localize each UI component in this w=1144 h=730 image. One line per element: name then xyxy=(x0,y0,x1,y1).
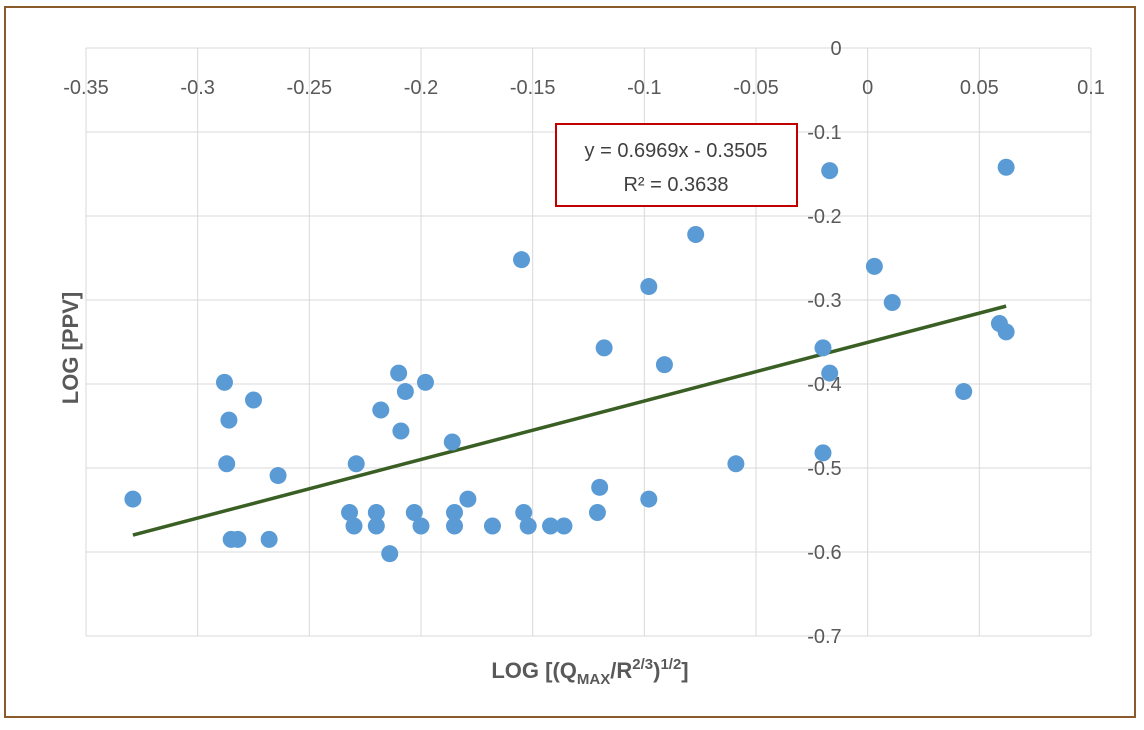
x-tick-label: -0.3 xyxy=(180,77,214,99)
equation-box-border xyxy=(555,123,798,207)
trendline-equation: y = 0.6969x - 0.3505 xyxy=(585,140,768,162)
scatter-chart: -0.35 -0.3 -0.25 -0.2 -0.15 -0.1 -0.05 0 0.05 0.1… xyxy=(58,38,1105,688)
data-point xyxy=(392,422,410,440)
data-point xyxy=(595,339,613,357)
data-point xyxy=(412,517,430,535)
y-tick-label: -0.3 xyxy=(807,290,841,312)
data-point xyxy=(446,504,463,522)
data-point xyxy=(381,545,399,563)
x-axis-title-superscript-1: 2/3 xyxy=(632,656,653,673)
y-tick-labels: 0-0.1-0.2-0.3-0.4-0.5-0.6-0.7 xyxy=(807,38,841,648)
data-point xyxy=(655,356,673,374)
data-point xyxy=(687,225,705,243)
data-point xyxy=(591,478,609,496)
x-tick-label: -0.15 xyxy=(510,77,556,99)
data-point xyxy=(997,323,1015,341)
y-axis-title: LOG [PPV] xyxy=(58,292,83,404)
data-point xyxy=(513,251,530,269)
data-point xyxy=(515,504,533,522)
data-point xyxy=(269,467,287,485)
x-axis-title-middle: /R xyxy=(610,658,632,683)
r-squared-label: R² = 0.3638 xyxy=(623,174,728,196)
data-point xyxy=(443,433,461,451)
y-tick-label: -0.1 xyxy=(807,122,841,144)
y-tick-label: -0.5 xyxy=(807,458,841,480)
data-point xyxy=(372,401,390,419)
data-point xyxy=(883,294,901,312)
data-point xyxy=(955,383,973,401)
data-point xyxy=(640,278,658,296)
data-point xyxy=(588,504,606,522)
x-axis-title: LOG [(QMAX/R2/3)1/2] xyxy=(491,656,688,688)
y-tick-label: 0 xyxy=(831,38,842,60)
data-point xyxy=(555,517,573,535)
data-point xyxy=(218,455,236,473)
x-tick-label: -0.2 xyxy=(404,77,438,99)
data-point xyxy=(390,364,408,382)
x-tick-label: -0.05 xyxy=(733,77,779,99)
x-tick-label: 0 xyxy=(862,77,873,99)
data-point xyxy=(245,391,262,409)
data-points xyxy=(124,158,1015,563)
chart-frame: -0.35 -0.3 -0.25 -0.2 -0.15 -0.1 -0.05 0 0.05 0.1… xyxy=(4,6,1136,718)
linear-trendline xyxy=(132,304,1007,537)
data-point xyxy=(814,444,832,462)
data-point xyxy=(814,339,832,357)
data-point xyxy=(215,373,233,391)
data-point xyxy=(459,490,477,508)
x-axis-title-subscript: MAX xyxy=(577,671,610,688)
y-tick-label: -0.2 xyxy=(807,206,841,228)
trendline-group xyxy=(132,304,1007,537)
equation-box: y = 0.6969x - 0.3505 R² = 0.3638 xyxy=(555,123,798,207)
x-axis-title-end: ] xyxy=(681,658,688,683)
data-point xyxy=(446,517,463,535)
x-axis-title-close: ) xyxy=(653,658,660,683)
data-point xyxy=(821,162,839,180)
x-tick-label: -0.25 xyxy=(287,77,333,99)
data-point xyxy=(416,373,434,391)
x-tick-label: 0.1 xyxy=(1077,77,1105,99)
x-tick-label: 0.05 xyxy=(960,77,999,99)
x-axis-title-superscript-2: 1/2 xyxy=(660,656,681,673)
data-point xyxy=(220,411,238,429)
y-tick-label: -0.7 xyxy=(807,626,841,648)
data-point xyxy=(542,517,560,535)
data-point xyxy=(405,504,423,522)
data-point xyxy=(640,490,658,508)
x-axis-title-base: LOG [(Q xyxy=(491,658,577,683)
data-point xyxy=(997,158,1015,176)
x-tick-label: -0.1 xyxy=(627,77,661,99)
x-tick-labels: -0.35 -0.3 -0.25 -0.2 -0.15 -0.1 -0.05 0 0.05 0.1 xyxy=(63,77,1105,99)
data-point xyxy=(727,455,745,473)
data-point xyxy=(396,383,414,401)
data-point xyxy=(347,455,365,473)
data-point xyxy=(124,490,142,508)
data-point xyxy=(341,504,359,522)
data-point xyxy=(367,504,385,522)
data-point xyxy=(821,364,839,382)
data-point xyxy=(865,257,883,275)
data-point xyxy=(260,530,278,548)
data-point xyxy=(483,517,501,535)
x-tick-label: -0.35 xyxy=(63,77,109,99)
y-tick-label: -0.6 xyxy=(807,542,841,564)
data-point xyxy=(345,517,363,535)
data-point xyxy=(367,517,385,535)
data-point xyxy=(519,517,537,535)
data-point xyxy=(229,530,247,548)
